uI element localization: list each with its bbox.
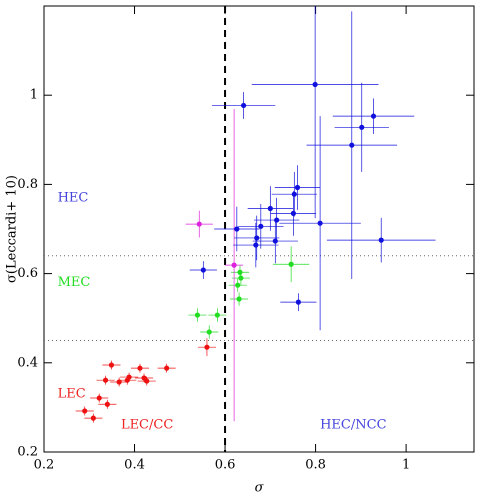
point xyxy=(116,379,122,385)
point xyxy=(96,395,102,401)
point xyxy=(378,237,384,243)
point xyxy=(349,142,355,148)
point xyxy=(235,282,241,288)
point xyxy=(253,242,259,248)
y-tick-label: 0.4 xyxy=(17,355,38,370)
y-tick-label: 0.6 xyxy=(17,266,38,281)
x-tick-label: 0.4 xyxy=(124,458,145,473)
x-tick-label: 0.2 xyxy=(34,458,55,473)
point xyxy=(144,378,150,384)
point xyxy=(370,113,377,119)
point xyxy=(194,312,201,318)
x-axis-label: σ xyxy=(255,481,265,496)
point xyxy=(237,269,243,275)
x-tick-label: 0.6 xyxy=(215,458,236,473)
point xyxy=(231,262,237,268)
y-tick-label: 1 xyxy=(30,88,38,103)
y-tick-label: 0.2 xyxy=(17,445,38,460)
point xyxy=(241,102,247,109)
point xyxy=(288,261,294,267)
point xyxy=(238,275,244,281)
point xyxy=(82,408,88,414)
annotation: MEC xyxy=(58,275,91,290)
point xyxy=(214,312,220,318)
point xyxy=(236,296,242,302)
point xyxy=(359,124,365,130)
point xyxy=(254,235,260,241)
point xyxy=(204,344,210,350)
annotation: HEC xyxy=(58,190,89,205)
x-tick-label: 0.8 xyxy=(305,458,326,473)
point xyxy=(164,365,170,371)
point xyxy=(196,221,202,227)
point xyxy=(294,184,301,191)
point xyxy=(291,191,297,197)
point xyxy=(267,205,273,212)
point xyxy=(102,377,109,383)
point xyxy=(200,267,206,273)
point xyxy=(295,299,301,305)
point xyxy=(234,226,240,232)
annotation: LEC/CC xyxy=(121,418,173,433)
point xyxy=(290,210,296,216)
point xyxy=(104,401,110,407)
point xyxy=(317,220,323,226)
point xyxy=(206,329,212,335)
point xyxy=(274,217,280,223)
annotation: HEC/NCC xyxy=(320,418,386,433)
y-axis-label: σ(Leccardi+ 10) xyxy=(5,175,20,283)
point xyxy=(312,81,318,88)
x-tick-label: 1 xyxy=(402,458,410,473)
annotation: LEC xyxy=(58,387,86,402)
point xyxy=(137,365,143,371)
point xyxy=(126,374,132,380)
point xyxy=(108,362,115,368)
plot-frame xyxy=(43,5,475,453)
point xyxy=(258,223,264,229)
y-tick-label: 0.8 xyxy=(17,177,38,192)
point xyxy=(90,415,96,421)
point xyxy=(272,238,278,244)
